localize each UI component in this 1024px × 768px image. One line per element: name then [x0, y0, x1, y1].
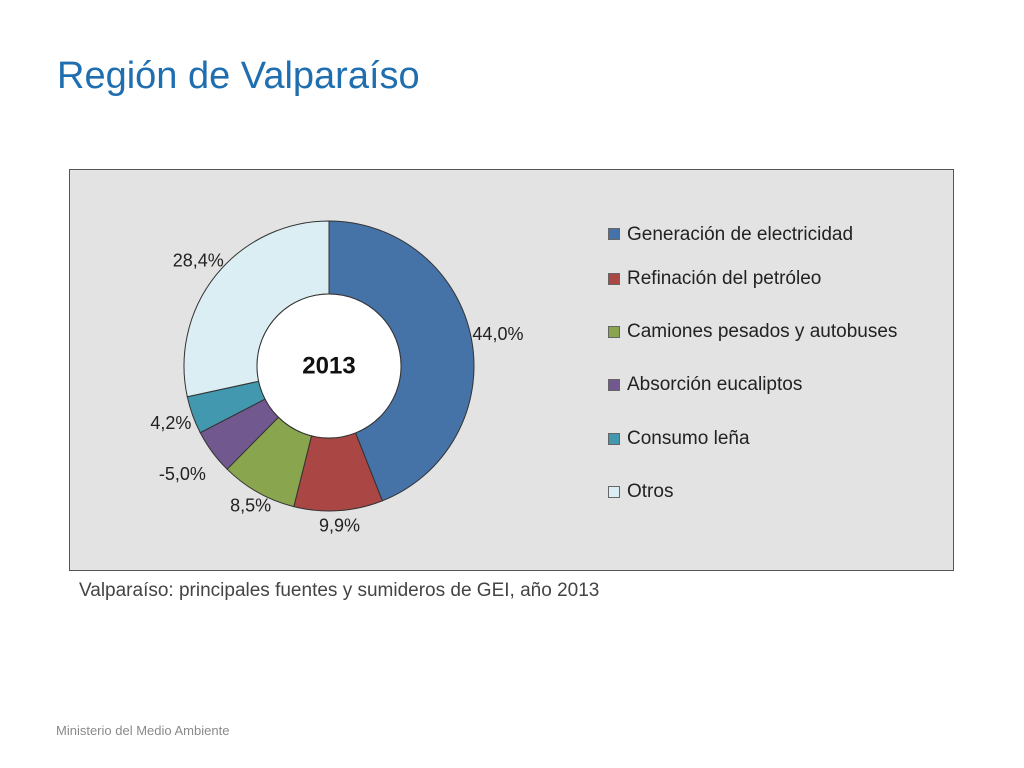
legend-label-2: Refinación del petróleo [627, 267, 822, 289]
slice-label-5: 4,2% [150, 413, 191, 433]
legend-swatch-3 [608, 326, 620, 339]
legend-item-1: Generación de electricidad [608, 224, 897, 252]
slide-title: Región de Valparaíso [57, 55, 420, 97]
slice-label-1: 44,0% [472, 324, 523, 344]
legend-swatch-4 [608, 379, 620, 392]
legend-label-3: Camiones pesados y autobuses [627, 321, 898, 343]
legend-item-6: Otros [608, 466, 897, 519]
legend-swatch-5 [608, 432, 620, 445]
donut-hole [256, 293, 402, 439]
chart-area: 44,0% 9,9% 8,5% -5,0% 4,2% 28,4% 2013 Generac… [69, 169, 954, 571]
chart-legend: Generación de electricidad Refinación del… [608, 224, 897, 519]
legend-swatch-6 [608, 486, 620, 499]
footer-text: Ministerio del Medio Ambiente [56, 723, 230, 738]
slice-label-4: -5,0% [159, 464, 206, 484]
center-label: 2013 [302, 353, 355, 380]
slice-label-3: 8,5% [230, 495, 271, 515]
legend-swatch-1 [608, 228, 620, 240]
legend-item-5: Consumo leña [608, 412, 897, 465]
legend-item-3: Camiones pesados y autobuses [608, 305, 897, 358]
legend-item-2: Refinación del petróleo [608, 252, 897, 305]
slice-label-6: 28,4% [173, 251, 224, 271]
donut-chart: 44,0% 9,9% 8,5% -5,0% 4,2% 28,4% 2013 [150, 220, 523, 536]
legend-swatch-2 [608, 272, 620, 285]
legend-label-4: Absorción eucaliptos [627, 374, 803, 396]
legend-label-6: Otros [627, 481, 674, 503]
legend-label-5: Consumo leña [627, 427, 750, 449]
chart-caption: Valparaíso: principales fuentes y sumide… [79, 580, 600, 601]
slice-label-2: 9,9% [319, 516, 360, 536]
legend-item-4: Absorción eucaliptos [608, 359, 897, 412]
legend-label-1: Generación de electricidad [627, 224, 854, 245]
